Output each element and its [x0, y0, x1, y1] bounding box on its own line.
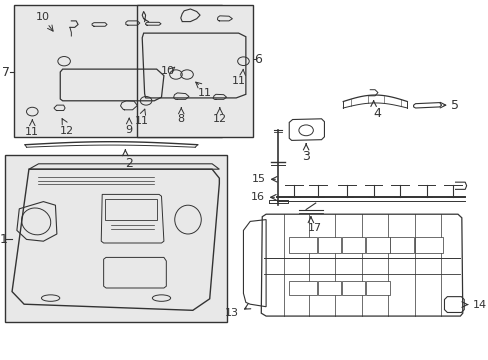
Bar: [342, 281, 365, 295]
Text: 11: 11: [198, 88, 211, 98]
Bar: [390, 237, 413, 253]
Bar: [414, 237, 442, 253]
Bar: [5, 155, 226, 322]
Bar: [342, 237, 365, 253]
Text: 6: 6: [254, 53, 262, 66]
Text: 5: 5: [450, 99, 458, 112]
Bar: [366, 237, 389, 253]
Text: 12: 12: [212, 114, 226, 125]
Text: 14: 14: [472, 300, 486, 310]
Text: 3: 3: [302, 150, 309, 163]
Text: 15: 15: [252, 174, 265, 184]
Text: 11: 11: [25, 127, 39, 137]
Text: 8: 8: [177, 114, 184, 125]
Text: 16: 16: [251, 192, 264, 202]
Bar: [15, 5, 221, 137]
Bar: [366, 281, 389, 295]
Text: 1: 1: [0, 233, 8, 246]
Bar: [289, 237, 317, 253]
Text: 17: 17: [307, 223, 321, 233]
Bar: [137, 5, 253, 137]
Text: 11: 11: [135, 116, 149, 126]
Text: 2: 2: [125, 157, 133, 170]
Text: 11: 11: [232, 76, 245, 86]
Bar: [318, 237, 341, 253]
Text: 13: 13: [224, 308, 239, 318]
Bar: [318, 281, 341, 295]
Text: 12: 12: [60, 126, 73, 136]
Bar: [289, 281, 317, 295]
Text: 10: 10: [161, 66, 174, 76]
Text: 4: 4: [372, 107, 380, 120]
Text: 7: 7: [2, 66, 10, 78]
Text: 9: 9: [125, 125, 132, 135]
Bar: [105, 199, 157, 220]
Text: 10: 10: [35, 12, 49, 22]
